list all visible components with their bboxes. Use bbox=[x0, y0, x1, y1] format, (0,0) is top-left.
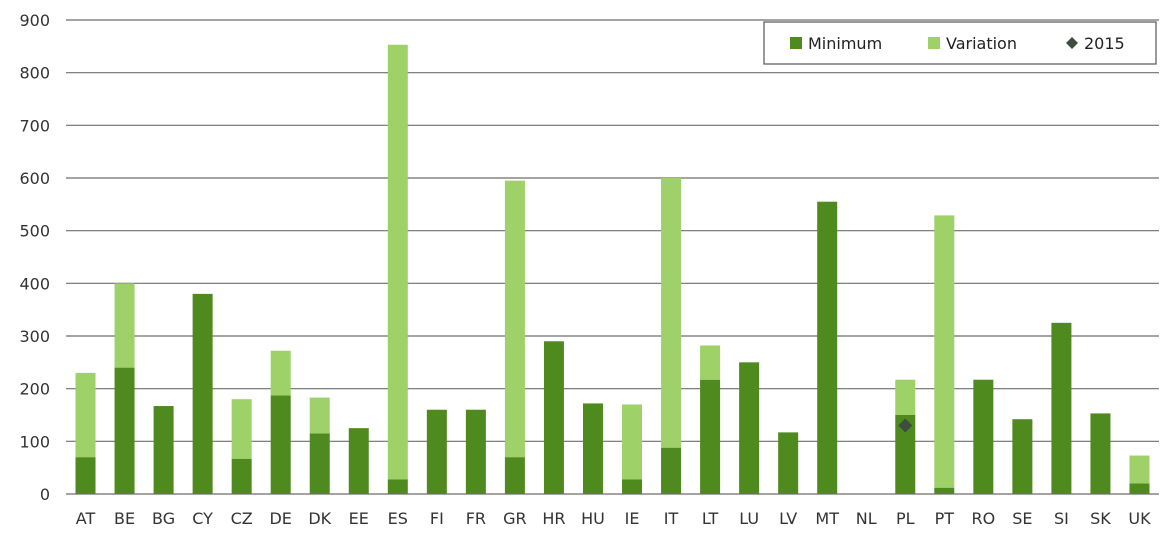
x-tick-label: BE bbox=[114, 509, 135, 528]
x-tick-label: UK bbox=[1128, 509, 1151, 528]
bar-minimum-ee bbox=[348, 428, 369, 494]
y-tick-label: 200 bbox=[19, 380, 50, 399]
x-tick-label: HU bbox=[581, 509, 605, 528]
x-tick-label: GR bbox=[503, 509, 527, 528]
legend-label: Variation bbox=[946, 34, 1017, 53]
y-tick-label: 0 bbox=[40, 485, 50, 504]
bar-minimum-de bbox=[270, 395, 291, 494]
bar-minimum-cz bbox=[231, 458, 252, 494]
x-tick-label: SE bbox=[1012, 509, 1032, 528]
x-tick-label: CY bbox=[192, 509, 213, 528]
x-tick-label: SK bbox=[1090, 509, 1111, 528]
y-axis-tick-labels: 0 100 200 300 400 500 600 700 800 900 bbox=[19, 11, 50, 504]
bar-minimum-fi bbox=[426, 409, 447, 494]
bar-minimum-ro bbox=[973, 379, 994, 494]
bar-minimum-sk bbox=[1090, 413, 1111, 494]
bar-minimum-be bbox=[114, 367, 135, 494]
marker-2015-pl bbox=[898, 418, 913, 433]
x-tick-label: PT bbox=[935, 509, 955, 528]
x-tick-label: FI bbox=[430, 509, 444, 528]
y-tick-label: 400 bbox=[19, 274, 50, 293]
bar-minimum-si bbox=[1051, 322, 1072, 494]
x-tick-label: AT bbox=[76, 509, 96, 528]
x-tick-label: LU bbox=[739, 509, 759, 528]
bar-minimum-at bbox=[75, 457, 96, 494]
legend-swatch-2015 bbox=[1066, 37, 1078, 49]
bar-variation-gr bbox=[504, 180, 525, 458]
bar-minimum-bg bbox=[153, 406, 174, 494]
bar-minimum-hu bbox=[582, 403, 603, 494]
y-tick-label: 900 bbox=[19, 11, 50, 30]
bar-variation-dk bbox=[309, 397, 330, 434]
bar-variation-at bbox=[75, 372, 96, 458]
bar-variation-lt bbox=[700, 345, 721, 380]
bar-minimum-fr bbox=[465, 409, 486, 494]
x-tick-label: ES bbox=[388, 509, 408, 528]
y-tick-label: 300 bbox=[19, 327, 50, 346]
x-tick-label: DE bbox=[269, 509, 291, 528]
bar-variation-be bbox=[114, 283, 135, 368]
bar-variation-uk bbox=[1129, 455, 1150, 484]
legend-swatch-variation bbox=[928, 37, 940, 49]
y-tick-label: 800 bbox=[19, 64, 50, 83]
legend-label: 2015 bbox=[1084, 34, 1125, 53]
bar-minimum-se bbox=[1012, 419, 1033, 494]
x-tick-label: FR bbox=[466, 509, 486, 528]
bar-minimum-pt bbox=[934, 487, 955, 494]
bar-variation-cz bbox=[231, 399, 252, 459]
gridlines bbox=[66, 19, 1159, 442]
bar-minimum-gr bbox=[504, 457, 525, 494]
y-tick-label: 600 bbox=[19, 169, 50, 188]
x-tick-label: NL bbox=[856, 509, 877, 528]
bar-variation-it bbox=[661, 178, 682, 448]
x-tick-label: IE bbox=[625, 509, 640, 528]
x-tick-label: BG bbox=[152, 509, 175, 528]
bar-minimum-lt bbox=[700, 379, 721, 494]
bar-variation-de bbox=[270, 350, 291, 396]
legend-swatch-minimum bbox=[790, 37, 802, 49]
bar-minimum-lu bbox=[739, 362, 760, 494]
bar-minimum-uk bbox=[1129, 483, 1150, 494]
bar-variation-pl bbox=[895, 379, 916, 415]
bar-minimum-hr bbox=[543, 341, 564, 494]
x-tick-label: LV bbox=[779, 509, 797, 528]
legend: Minimum Variation 2015 bbox=[763, 21, 1157, 65]
x-tick-label: MT bbox=[815, 509, 839, 528]
x-tick-label: IT bbox=[664, 509, 679, 528]
bar-minimum-it bbox=[661, 447, 682, 494]
x-tick-label: HR bbox=[542, 509, 565, 528]
x-tick-label: SI bbox=[1054, 509, 1069, 528]
bar-minimum-es bbox=[387, 479, 408, 494]
x-tick-label: CZ bbox=[231, 509, 253, 528]
x-tick-label: EE bbox=[349, 509, 369, 528]
bar-minimum-cy bbox=[192, 293, 213, 494]
y-tick-label: 700 bbox=[19, 116, 50, 135]
y-tick-label: 100 bbox=[19, 432, 50, 451]
bar-minimum-dk bbox=[309, 433, 330, 494]
bar-minimum-ie bbox=[622, 479, 643, 494]
x-axis-tick-labels: AT BE BG CY CZ DE DK EE ES FI FR GR HR HU IE IT LT LU LV MT… bbox=[76, 509, 1151, 528]
x-tick-label: PL bbox=[896, 509, 915, 528]
y-tick-label: 500 bbox=[19, 222, 50, 241]
bar-variation-pt bbox=[934, 215, 955, 488]
markers bbox=[898, 418, 913, 433]
bar-variation-ie bbox=[622, 404, 643, 480]
bar-minimum-pl bbox=[895, 415, 916, 494]
bar-variation-es bbox=[387, 44, 408, 480]
x-tick-label: RO bbox=[971, 509, 995, 528]
bars bbox=[75, 44, 1150, 494]
bar-minimum-mt bbox=[817, 201, 838, 494]
x-tick-label: LT bbox=[702, 509, 719, 528]
legend-box bbox=[763, 21, 1157, 65]
bar-minimum-lv bbox=[778, 432, 799, 494]
x-tick-label: DK bbox=[308, 509, 331, 528]
legend-label: Minimum bbox=[808, 34, 882, 53]
